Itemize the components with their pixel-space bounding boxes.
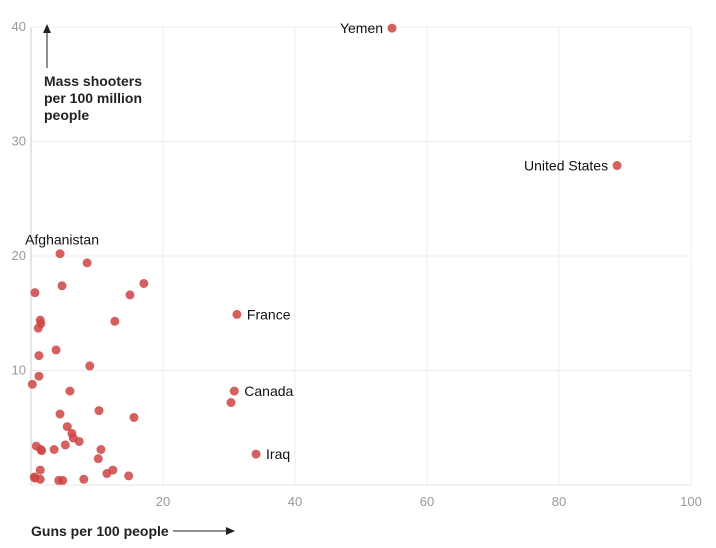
data-point — [62, 422, 72, 432]
data-point — [79, 474, 89, 484]
x-tick-label: 40 — [288, 494, 302, 509]
data-point — [93, 454, 103, 464]
data-point — [49, 445, 59, 455]
data-point — [34, 371, 44, 381]
x-arrow-icon — [226, 527, 235, 535]
y-arrow-icon — [43, 24, 51, 33]
data-point — [612, 161, 622, 171]
y-tick-label: 20 — [12, 248, 26, 263]
x-tick-label: 100 — [680, 494, 702, 509]
data-point — [35, 474, 45, 484]
data-point — [85, 361, 95, 371]
data-point — [55, 249, 65, 259]
x-axis-title: Guns per 100 people — [31, 523, 235, 539]
y-title-line-3: people — [44, 107, 89, 123]
point-label: Canada — [244, 383, 293, 399]
data-point — [55, 409, 65, 419]
data-point — [226, 398, 236, 408]
point-label: Yemen — [340, 20, 383, 36]
data-point — [35, 465, 45, 475]
data-point — [51, 345, 61, 355]
data-point — [34, 351, 44, 361]
data-point — [139, 278, 149, 288]
y-tick-label: 40 — [12, 19, 26, 34]
y-title-line-2: per 100 million — [44, 90, 142, 106]
data-point — [102, 469, 112, 479]
data-point — [124, 471, 134, 481]
y-tick-label: 30 — [12, 134, 26, 149]
x-tick-label: 20 — [156, 494, 170, 509]
x-title: Guns per 100 people — [31, 523, 169, 539]
data-point — [58, 475, 68, 485]
tick-labels: 20 40 60 80 100 10 20 30 40 — [12, 19, 702, 509]
data-point — [229, 386, 239, 396]
point-label: France — [247, 306, 291, 322]
data-point — [37, 446, 47, 456]
data-point — [74, 436, 84, 446]
x-tick-label: 80 — [552, 494, 566, 509]
point-labels: Yemen United States Afghanistan France Canad… — [25, 20, 608, 462]
y-axis-title: Mass shooters per 100 million people — [43, 24, 142, 123]
data-point — [33, 323, 43, 333]
y-tick-label: 10 — [12, 363, 26, 378]
data-point — [232, 309, 242, 319]
data-point — [96, 445, 106, 455]
point-label: Iraq — [266, 446, 290, 462]
data-point — [30, 288, 40, 298]
data-point — [27, 379, 37, 389]
point-label: United States — [524, 158, 608, 174]
data-point — [387, 23, 397, 33]
y-title-line-1: Mass shooters — [44, 73, 142, 89]
data-point — [57, 281, 67, 291]
data-point — [82, 258, 92, 268]
data-points — [27, 23, 622, 485]
data-point — [60, 440, 70, 450]
data-point — [110, 316, 120, 326]
data-point — [251, 449, 261, 459]
grid — [30, 26, 692, 486]
data-point — [125, 290, 135, 300]
data-point — [94, 406, 104, 416]
point-label: Afghanistan — [25, 232, 99, 248]
x-tick-label: 60 — [420, 494, 434, 509]
data-point — [129, 412, 139, 422]
data-point — [65, 386, 75, 396]
